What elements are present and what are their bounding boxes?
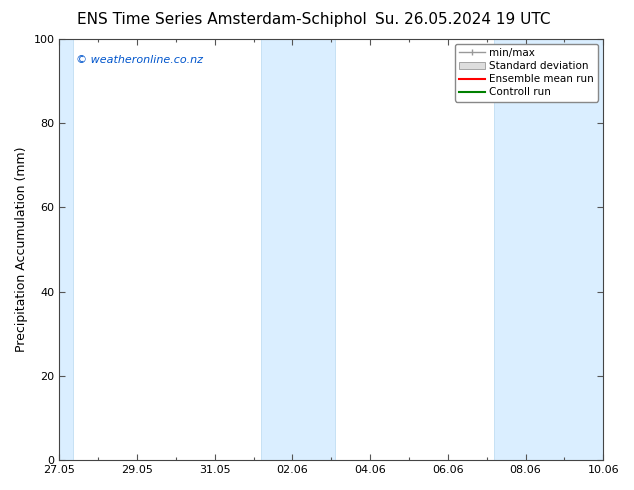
Text: ENS Time Series Amsterdam-Schiphol: ENS Time Series Amsterdam-Schiphol <box>77 12 367 27</box>
Legend: min/max, Standard deviation, Ensemble mean run, Controll run: min/max, Standard deviation, Ensemble me… <box>455 44 598 101</box>
Text: © weatheronline.co.nz: © weatheronline.co.nz <box>75 55 203 66</box>
Y-axis label: Precipitation Accumulation (mm): Precipitation Accumulation (mm) <box>15 147 28 352</box>
Text: Su. 26.05.2024 19 UTC: Su. 26.05.2024 19 UTC <box>375 12 550 27</box>
Bar <box>58 39 73 460</box>
Bar <box>495 39 607 460</box>
Bar <box>261 39 335 460</box>
